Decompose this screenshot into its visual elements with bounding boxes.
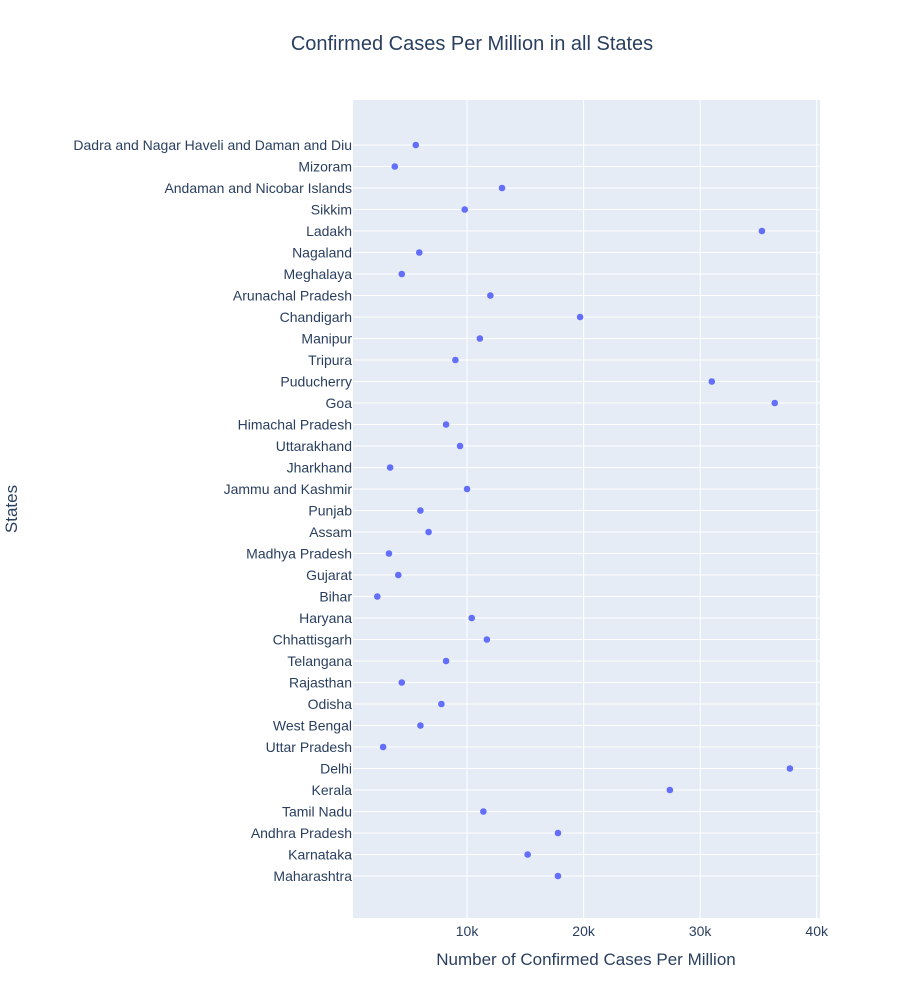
data-point <box>483 636 491 643</box>
y-tick-label: Kerala <box>312 782 353 798</box>
y-tick-label: Delhi <box>320 761 352 777</box>
data-point <box>412 141 420 149</box>
data-point <box>708 378 716 385</box>
data-point <box>374 593 381 600</box>
data-point <box>461 206 469 213</box>
data-point <box>398 679 406 686</box>
y-tick-label: Sikkim <box>311 202 352 218</box>
data-point <box>576 313 584 321</box>
data-point <box>786 765 794 772</box>
y-tick-label: Tripura <box>308 352 352 368</box>
data-points <box>374 141 794 880</box>
y-tick-label: Chandigarh <box>280 309 352 325</box>
data-point <box>398 270 406 278</box>
data-point <box>415 249 423 256</box>
y-tick-label: Haryana <box>299 610 352 626</box>
data-point <box>386 464 394 471</box>
y-tick-label: Tamil Nadu <box>282 804 352 820</box>
data-point <box>391 163 399 170</box>
y-tick-label: Puducherry <box>280 374 352 390</box>
data-point <box>425 528 432 536</box>
data-point <box>476 335 484 342</box>
data-point <box>524 851 531 858</box>
y-tick-label: Assam <box>309 524 352 540</box>
y-tick-label: Ladakh <box>306 223 352 239</box>
y-tick-label: Maharashtra <box>273 868 352 884</box>
x-axis-ticks: 10k 20k 30k 40k <box>456 923 829 939</box>
x-tick-label: 20k <box>572 923 596 939</box>
y-tick-label: Andaman and Nicobar Islands <box>164 180 352 196</box>
y-tick-label: Gujarat <box>306 567 352 583</box>
x-axis-title: Number of Confirmed Cases Per Million <box>436 950 736 969</box>
data-point <box>417 507 424 514</box>
gridlines <box>353 100 820 918</box>
y-tick-label: Manipur <box>301 331 352 347</box>
chart-title: Confirmed Cases Per Million in all State… <box>291 33 653 55</box>
y-tick-label: Rajasthan <box>289 675 352 691</box>
y-tick-label: Meghalaya <box>284 266 353 282</box>
y-tick-label: Goa <box>326 395 353 411</box>
data-point <box>758 227 766 235</box>
y-tick-label: Jharkhand <box>287 460 352 476</box>
data-point <box>394 571 402 579</box>
data-point <box>480 808 487 815</box>
data-point <box>487 292 494 299</box>
plot-area <box>353 100 820 918</box>
y-tick-label: Uttar Pradesh <box>266 739 352 755</box>
data-point <box>771 399 779 407</box>
data-point <box>456 442 464 450</box>
data-point <box>442 421 450 428</box>
data-point <box>452 356 459 364</box>
data-point <box>554 872 562 880</box>
y-tick-label: Dadra and Nagar Haveli and Daman and Diu <box>73 137 352 153</box>
data-point <box>417 722 424 729</box>
data-point <box>385 550 393 557</box>
y-tick-label: Bihar <box>319 589 352 605</box>
y-tick-label: Jammu and Kashmir <box>224 481 353 497</box>
y-tick-label: Arunachal Pradesh <box>233 288 352 304</box>
x-tick-label: 30k <box>689 923 713 939</box>
y-tick-label: Telangana <box>287 653 352 669</box>
data-point <box>554 829 562 837</box>
y-tick-label: Mizoram <box>298 159 352 175</box>
y-tick-label: Madhya Pradesh <box>246 546 352 562</box>
y-tick-label: Uttarakhand <box>276 438 352 454</box>
y-tick-label: West Bengal <box>273 718 352 734</box>
data-point <box>498 184 506 192</box>
x-tick-label: 10k <box>456 923 480 939</box>
data-point <box>463 485 471 493</box>
data-point <box>442 657 450 665</box>
y-tick-label: Punjab <box>308 503 352 519</box>
y-tick-label: Nagaland <box>292 245 352 261</box>
y-axis-ticks: Dadra and Nagar Haveli and Daman and Diu… <box>73 137 352 884</box>
y-tick-label: Chhattisgarh <box>273 632 352 648</box>
y-tick-label: Odisha <box>308 696 353 712</box>
y-axis-title: States <box>2 485 21 533</box>
data-point <box>666 786 674 794</box>
y-tick-label: Andhra Pradesh <box>251 825 352 841</box>
data-point <box>438 700 445 708</box>
x-tick-label: 40k <box>805 923 829 939</box>
y-tick-label: Himachal Pradesh <box>238 417 352 433</box>
y-tick-label: Karnataka <box>288 847 352 863</box>
data-point <box>379 743 387 751</box>
data-point <box>468 614 476 622</box>
